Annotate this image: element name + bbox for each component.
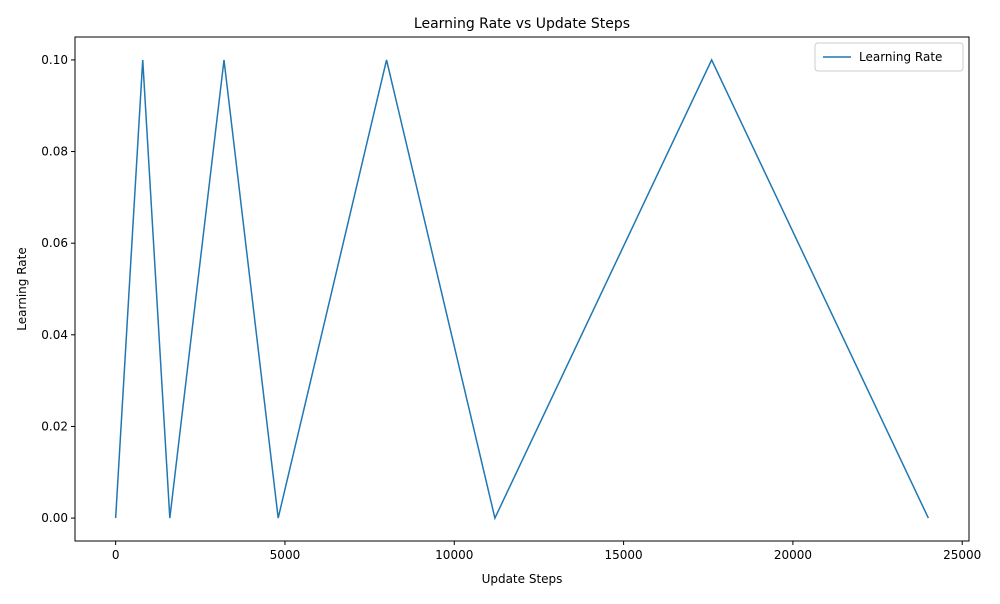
plot-area [74, 36, 970, 542]
y-tick-label: 0.04 [41, 328, 68, 342]
x-tick-label: 25000 [943, 548, 981, 562]
x-axis-label: Update Steps [482, 572, 563, 586]
legend-label-learning-rate: Learning Rate [859, 50, 942, 64]
plot-frame [74, 36, 970, 542]
y-axis-ticks: 0.00 0.02 0.04 0.06 0.08 0.10 [41, 53, 75, 525]
y-tick-label: 0.02 [41, 419, 68, 433]
x-tick-label: 5000 [270, 548, 301, 562]
chart-title: Learning Rate vs Update Steps [414, 16, 630, 32]
x-axis-ticks: 0 5000 10000 15000 20000 25000 [112, 541, 981, 562]
y-axis-label: Learning Rate [15, 247, 29, 330]
legend-box [814, 42, 964, 72]
y-tick-label: 0.10 [41, 53, 68, 67]
x-tick-label: 20000 [774, 548, 812, 562]
y-tick-label: 0.08 [41, 145, 68, 159]
y-tick-label: 0.00 [41, 511, 68, 525]
x-tick-label: 10000 [435, 548, 473, 562]
legend: Learning Rate [814, 42, 964, 72]
x-tick-label: 15000 [604, 548, 642, 562]
series-line-learning-rate [114, 58, 930, 521]
x-tick-label: 0 [112, 548, 120, 562]
y-tick-label: 0.06 [41, 236, 68, 250]
